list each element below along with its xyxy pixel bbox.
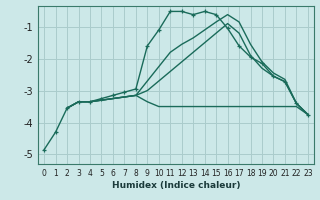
X-axis label: Humidex (Indice chaleur): Humidex (Indice chaleur) xyxy=(112,181,240,190)
